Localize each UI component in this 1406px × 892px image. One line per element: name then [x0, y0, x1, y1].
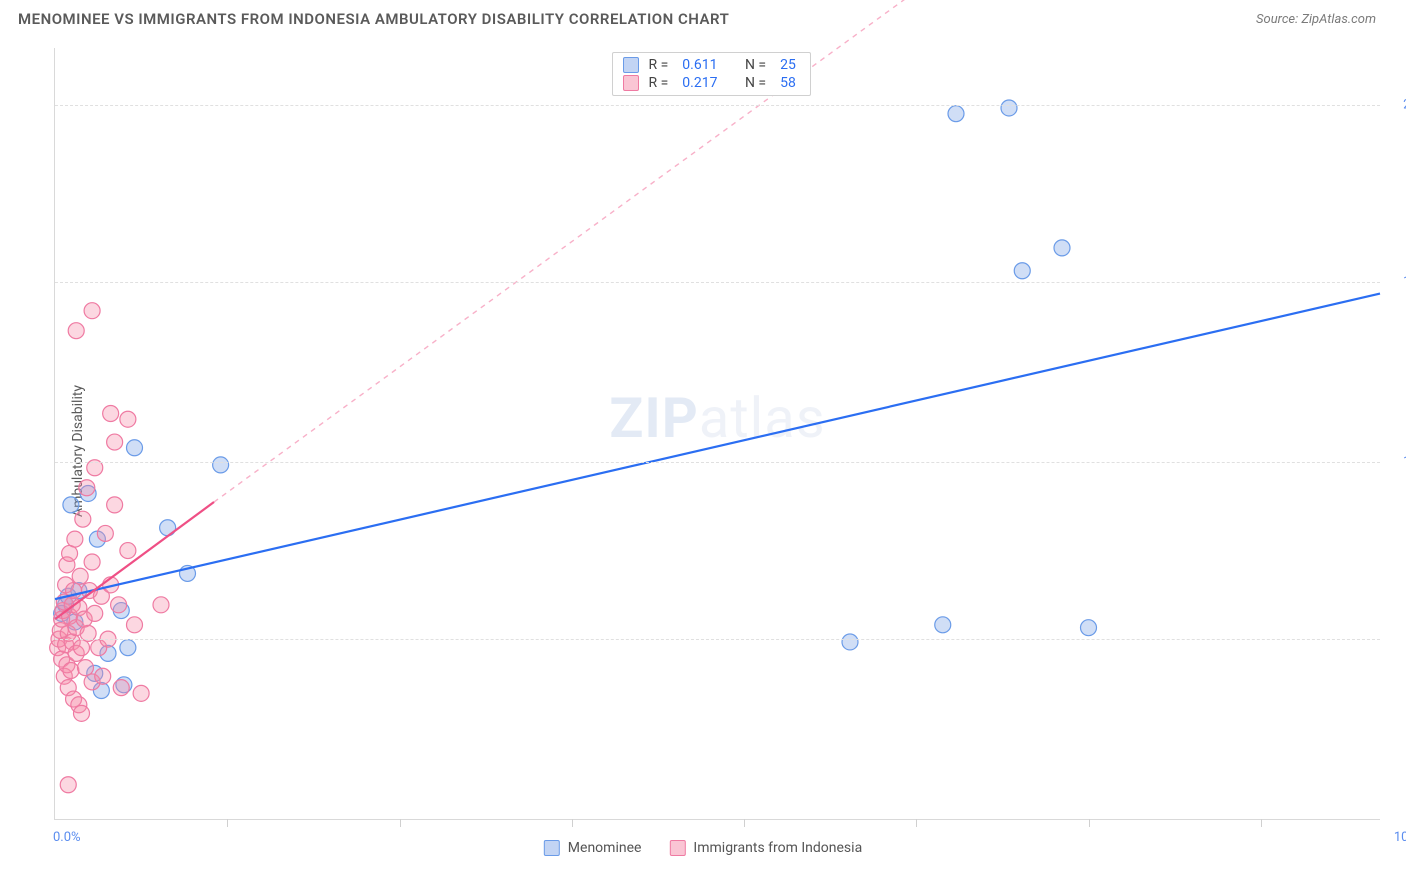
scatter-point-indonesia: [95, 668, 111, 684]
scatter-point-indonesia: [87, 605, 103, 621]
scatter-point-indonesia: [107, 497, 123, 513]
scatter-point-indonesia: [63, 663, 79, 679]
source-label: Source:: [1256, 12, 1298, 27]
series-legend: Menominee Immigrants from Indonesia: [544, 840, 862, 856]
legend-item-indonesia: Immigrants from Indonesia: [669, 840, 862, 856]
n-value-menominee: 25: [780, 57, 796, 73]
scatter-point-indonesia: [120, 543, 136, 559]
r-label: R =: [649, 75, 669, 91]
scatter-point-indonesia: [62, 545, 78, 561]
legend-item-menominee: Menominee: [544, 840, 642, 856]
scatter-point-indonesia: [127, 617, 143, 633]
regression-line-menominee: [55, 294, 1380, 600]
chart-area: Ambulatory Disability ZIPatlas R = 0.611…: [18, 40, 1388, 862]
scatter-point-menominee: [127, 440, 143, 456]
swatch-blue: [544, 840, 560, 856]
r-label: R =: [649, 57, 669, 73]
source-value: ZipAtlas.com: [1301, 12, 1376, 27]
x-axis-max-label: 100.0%: [1394, 830, 1406, 845]
stats-row-indonesia: R = 0.217 N = 58: [623, 74, 800, 92]
scatter-point-menominee: [1014, 263, 1030, 279]
n-value-indonesia: 58: [780, 75, 796, 91]
scatter-point-indonesia: [74, 705, 90, 721]
scatter-point-indonesia: [84, 554, 100, 570]
scatter-point-indonesia: [153, 597, 169, 613]
scatter-point-menominee: [120, 640, 136, 656]
source-attribution: Source: ZipAtlas.com: [1256, 12, 1376, 27]
plot-region: ZIPatlas R = 0.611 N = 25 R = 0.217 N = …: [54, 48, 1380, 820]
scatter-point-menominee: [948, 106, 964, 122]
swatch-pink: [669, 840, 685, 856]
scatter-point-indonesia: [107, 434, 123, 450]
scatter-point-indonesia: [84, 303, 100, 319]
scatter-point-indonesia: [133, 685, 149, 701]
scatter-point-indonesia: [60, 777, 76, 793]
scatter-svg: [55, 48, 1380, 819]
swatch-pink: [623, 75, 639, 91]
scatter-point-indonesia: [67, 531, 83, 547]
scatter-point-menominee: [1054, 240, 1070, 256]
scatter-point-indonesia: [77, 660, 93, 676]
scatter-point-indonesia: [113, 680, 129, 696]
scatter-point-indonesia: [120, 411, 136, 427]
scatter-point-indonesia: [111, 597, 127, 613]
scatter-point-indonesia: [68, 323, 84, 339]
x-axis-min-label: 0.0%: [53, 830, 81, 845]
stats-legend: R = 0.611 N = 25 R = 0.217 N = 58: [612, 52, 811, 96]
legend-label-indonesia: Immigrants from Indonesia: [693, 840, 862, 856]
scatter-point-indonesia: [79, 480, 95, 496]
r-value-indonesia: 0.217: [682, 75, 717, 91]
chart-title: MENOMINEE VS IMMIGRANTS FROM INDONESIA A…: [18, 10, 729, 28]
scatter-point-indonesia: [97, 525, 113, 541]
scatter-point-indonesia: [74, 640, 90, 656]
r-value-menominee: 0.611: [682, 57, 717, 73]
regression-extrapolate-indonesia: [214, 0, 916, 502]
n-label: N =: [745, 57, 766, 73]
scatter-point-menominee: [1001, 100, 1017, 116]
scatter-point-menominee: [842, 634, 858, 650]
scatter-point-menominee: [935, 617, 951, 633]
scatter-point-indonesia: [72, 568, 88, 584]
n-label: N =: [745, 75, 766, 91]
scatter-point-menominee: [1081, 620, 1097, 636]
legend-label-menominee: Menominee: [568, 840, 642, 856]
scatter-point-indonesia: [103, 406, 119, 422]
scatter-point-indonesia: [75, 511, 91, 527]
swatch-blue: [623, 57, 639, 73]
stats-row-menominee: R = 0.611 N = 25: [623, 56, 800, 74]
scatter-point-menominee: [213, 457, 229, 473]
scatter-point-menominee: [63, 497, 79, 513]
